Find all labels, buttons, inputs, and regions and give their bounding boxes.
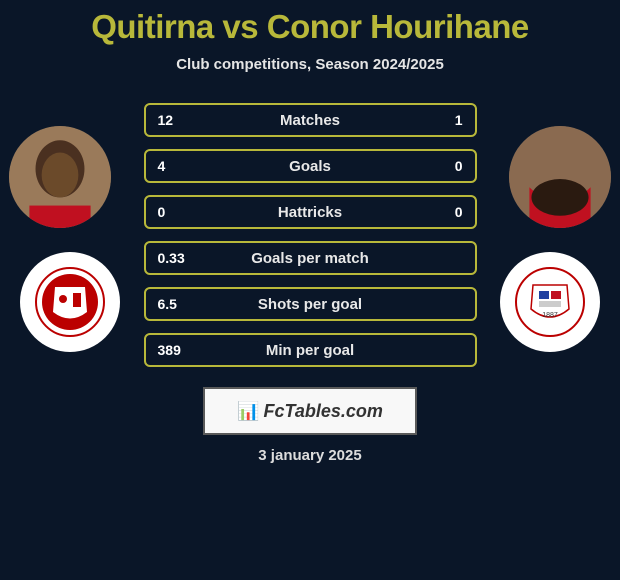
stat-label: Goals (289, 158, 331, 175)
stat-right-value: 0 (413, 158, 463, 174)
stat-label: Shots per goal (258, 296, 362, 313)
player-right-avatar (509, 126, 611, 228)
club-left-badge (20, 252, 120, 352)
stat-label: Hattricks (278, 204, 342, 221)
stat-label: Goals per match (251, 250, 369, 267)
page-title: Quitirna vs Conor Hourihane (0, 8, 620, 46)
stat-label: Matches (280, 112, 340, 129)
club-crest-icon (35, 267, 105, 337)
stat-left-value: 6.5 (158, 296, 208, 312)
site-label: FcTables.com (264, 401, 383, 422)
stat-row: 0.33 Goals per match (144, 241, 477, 275)
svg-text:1887: 1887 (542, 312, 558, 319)
stat-left-value: 389 (158, 342, 208, 358)
player-left-avatar (9, 126, 111, 228)
date-label: 3 january 2025 (0, 447, 620, 464)
stats-container: 12 Matches 1 4 Goals 0 0 Hattricks 0 0.3… (144, 103, 477, 367)
site-badge[interactable]: 📊 FcTables.com (203, 387, 417, 435)
stat-row: 4 Goals 0 (144, 149, 477, 183)
stat-row: 12 Matches 1 (144, 103, 477, 137)
chart-icon: 📊 (237, 401, 259, 422)
stat-label: Min per goal (266, 342, 354, 359)
stat-right-value: 1 (413, 112, 463, 128)
stat-row: 6.5 Shots per goal (144, 287, 477, 321)
stat-row: 389 Min per goal (144, 333, 477, 367)
stat-left-value: 4 (158, 158, 208, 174)
stat-left-value: 0.33 (158, 250, 208, 266)
player-silhouette-icon (9, 126, 111, 228)
stat-row: 0 Hattricks 0 (144, 195, 477, 229)
stat-left-value: 12 (158, 112, 208, 128)
stat-right-value: 0 (413, 204, 463, 220)
subtitle: Club competitions, Season 2024/2025 (0, 56, 620, 73)
stat-left-value: 0 (158, 204, 208, 220)
club-right-badge: 1887 (500, 252, 600, 352)
player-silhouette-icon (509, 126, 611, 228)
club-crest-icon: 1887 (515, 267, 585, 337)
